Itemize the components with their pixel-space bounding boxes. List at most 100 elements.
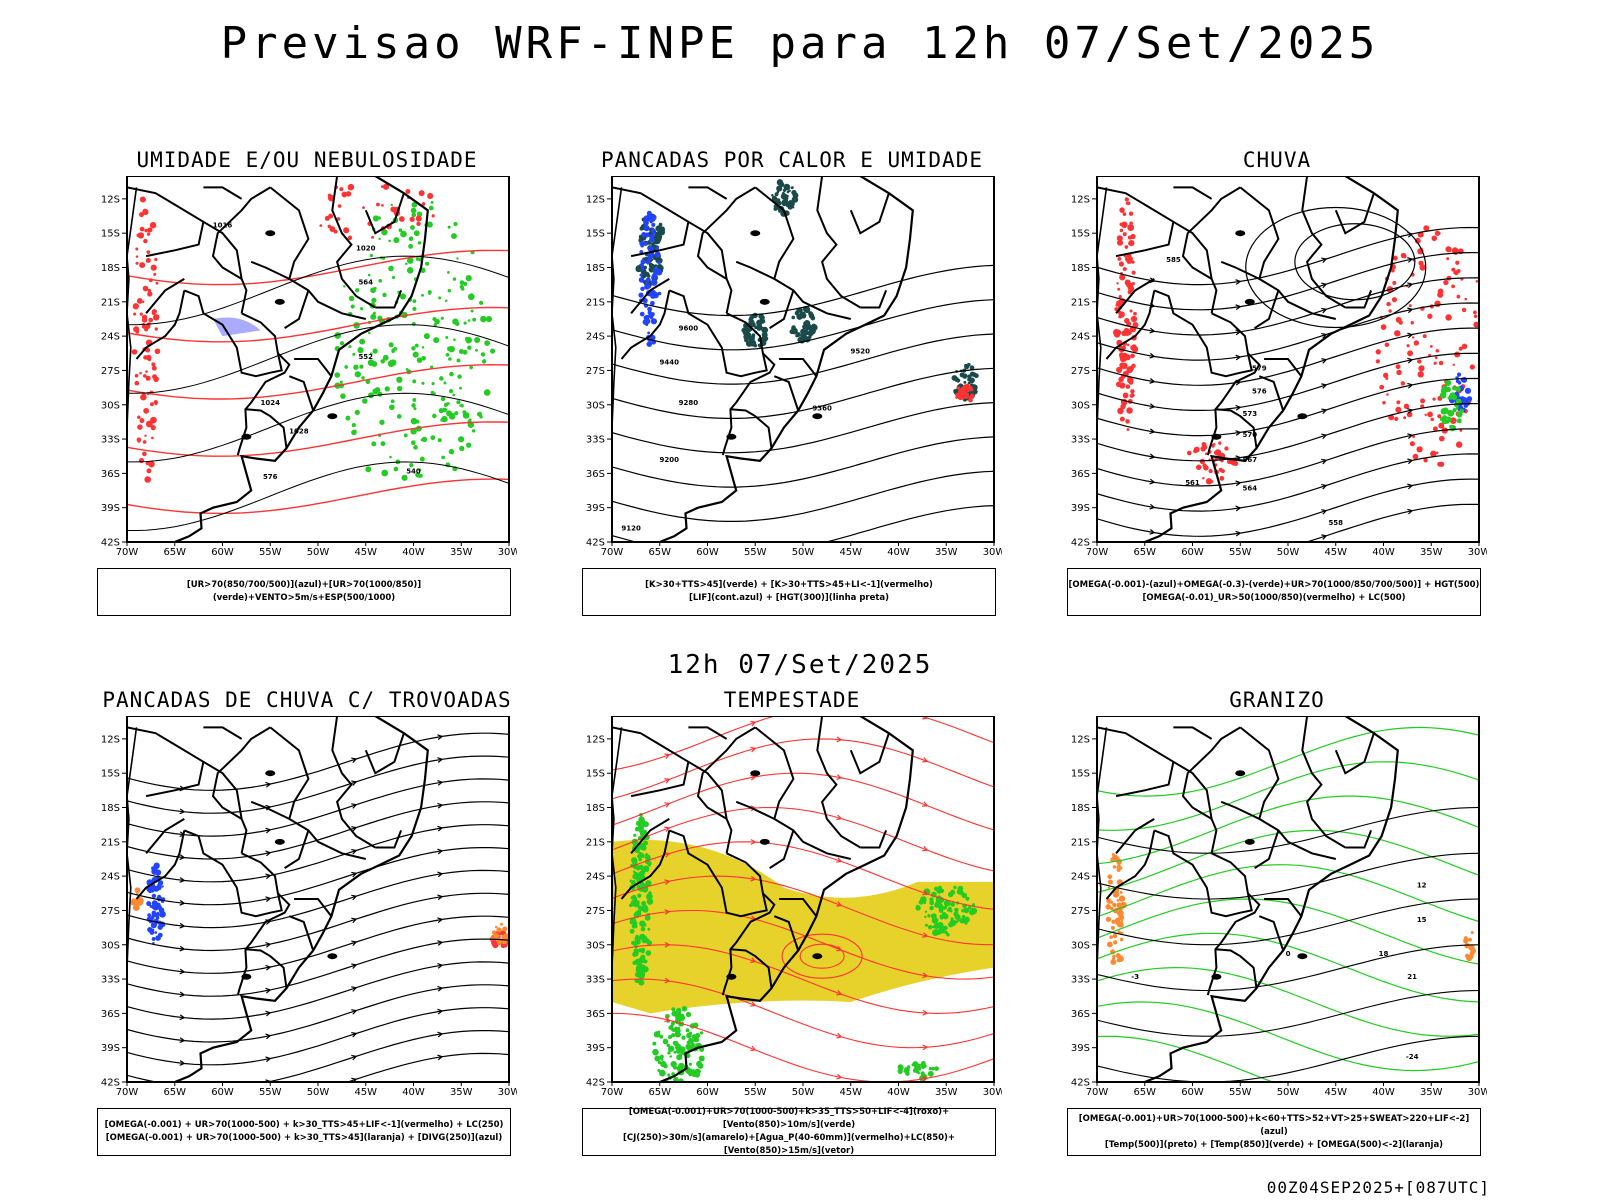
map-layer (127, 716, 509, 1082)
contour-label: 558 (1328, 519, 1343, 527)
lat-tick-label: 18S (101, 263, 120, 274)
lat-tick-label: 15S (586, 229, 605, 240)
panel-trovoadas: PANCADAS DE CHUVA C/ TROVOADAS 12S 15S 18S… (97, 688, 517, 1158)
lat-tick-label: 15S (101, 769, 120, 780)
panel-legend: [OMEGA(-0.001) + UR>70(1000-500) + k>30_… (97, 1108, 511, 1156)
contour-label: 12 (1417, 882, 1427, 890)
map-layer: 12 15 18 21 -24 -3 0 (1097, 716, 1479, 1082)
lon-tick-label: 65W (648, 547, 671, 558)
lon-tick-label: 35W (450, 1087, 473, 1098)
legend-line: [OMEGA(-0.001)+UR>70(1000-500)+k<60+TTS>… (1078, 1113, 1470, 1137)
lon-tick-label: 50W (1277, 547, 1300, 558)
lat-tick-label: 15S (1071, 229, 1090, 240)
lon-tick-label: 70W (1086, 547, 1109, 558)
lat-tick-label: 24S (101, 332, 120, 343)
lat-tick-label: 27S (586, 906, 605, 917)
lon-tick-label: 30W (498, 547, 517, 558)
lon-tick-label: 45W (1324, 547, 1347, 558)
lon-tick-label: 30W (983, 1087, 1002, 1098)
lon-tick-label: 60W (696, 547, 719, 558)
lat-tick-label: 24S (101, 872, 120, 883)
lon-tick-label: 70W (1086, 1087, 1109, 1098)
lat-tick-label: 24S (1071, 332, 1090, 343)
lon-tick-label: 35W (1420, 1087, 1443, 1098)
lat-tick-label: 30S (1071, 940, 1090, 951)
main-title: Previsao WRF-INPE para 12h 07/Set/2025 (220, 18, 1380, 69)
contour-label: 9520 (851, 347, 871, 355)
lon-tick-label: 55W (744, 1087, 767, 1098)
lat-tick-label: 18S (1071, 803, 1090, 814)
map-layer: 9600 9520 9440 9360 9280 9200 9120 (612, 176, 994, 542)
panel-legend: [OMEGA(-0.001)+UR>70(1000-500)+k<60+TTS>… (1067, 1108, 1481, 1156)
lon-tick-label: 40W (887, 547, 910, 558)
map-chuva: 585 579 576 573 570 567 564 561 558 12S 15S 18S 21S 2… (1071, 176, 1487, 558)
lat-tick-label: 12S (586, 194, 605, 205)
lat-tick-label: 36S (101, 1009, 120, 1020)
lat-tick-label: 36S (1071, 469, 1090, 480)
legend-line: [Temp(500)](preto) + [Temp(850)](verde) … (1104, 1139, 1444, 1150)
lon-tick-label: 45W (1324, 1087, 1347, 1098)
contour-label: 570 (1242, 431, 1257, 439)
lon-tick-label: 65W (648, 1087, 671, 1098)
lat-tick-label: 12S (101, 734, 120, 745)
lat-tick-label: 24S (586, 332, 605, 343)
lon-tick-label: 65W (163, 547, 186, 558)
legend-line: [UR>70(850/700/500)](azul)+[UR>70(1000/8… (186, 580, 422, 603)
lat-tick-label: 30S (101, 400, 120, 411)
lon-tick-label: 40W (402, 547, 425, 558)
panel-pancadas-calor: PANCADAS POR CALOR E UMIDADE 9600 9520 944… (582, 148, 1002, 618)
lat-tick-label: 21S (1071, 297, 1090, 308)
lon-tick-label: 45W (839, 1087, 862, 1098)
lat-tick-label: 33S (586, 435, 605, 446)
lon-tick-label: 40W (1372, 547, 1395, 558)
lon-tick-label: 50W (1277, 1087, 1300, 1098)
contour-label: 552 (358, 353, 373, 361)
lon-tick-label: 50W (307, 547, 330, 558)
lat-tick-label: 30S (1071, 400, 1090, 411)
map-layer (612, 716, 994, 1082)
contour-label: 564 (1242, 485, 1257, 493)
lon-tick-label: 40W (1372, 1087, 1395, 1098)
lat-tick-label: 36S (586, 469, 605, 480)
lat-tick-label: 39S (586, 503, 605, 514)
contour-label: 9360 (812, 404, 832, 412)
legend-line: [CJ(250)>30m/s](amarelo)+[Agua_P(40-60mm… (622, 1133, 956, 1156)
contour-label: -3 (1131, 973, 1139, 981)
lon-tick-label: 55W (259, 547, 282, 558)
lat-tick-label: 33S (1071, 975, 1090, 986)
lon-tick-label: 50W (792, 547, 815, 558)
lat-tick-label: 27S (1071, 906, 1090, 917)
lon-tick-label: 45W (354, 1087, 377, 1098)
lat-tick-label: 27S (1071, 366, 1090, 377)
lon-tick-label: 45W (354, 547, 377, 558)
run-timestamp: 00Z04SEP2025+[087UTC] (1266, 1178, 1490, 1197)
lat-tick-label: 33S (586, 975, 605, 986)
contour-label: 21 (1407, 973, 1417, 981)
lat-tick-label: 42S (586, 1078, 605, 1089)
lon-tick-label: 40W (887, 1087, 910, 1098)
lat-tick-label: 36S (1071, 1009, 1090, 1020)
lon-tick-label: 35W (450, 547, 473, 558)
lon-tick-label: 45W (839, 547, 862, 558)
lat-tick-label: 30S (586, 940, 605, 951)
lat-tick-label: 39S (1071, 503, 1090, 514)
contour-label: 1020 (356, 244, 376, 252)
lat-tick-label: 42S (101, 538, 120, 549)
map-layer: 585 579 576 573 570 567 564 561 558 (1097, 176, 1479, 542)
lat-tick-label: 36S (101, 469, 120, 480)
lon-tick-label: 70W (116, 1087, 139, 1098)
map-pancadas-calor: 9600 9520 9440 9360 9280 9200 9120 12S 15S 18S 21S… (586, 176, 1002, 558)
lon-tick-label: 35W (935, 547, 958, 558)
lat-tick-label: 15S (101, 229, 120, 240)
lat-tick-label: 42S (1071, 538, 1090, 549)
lon-tick-label: 60W (696, 1087, 719, 1098)
legend-line: [OMEGA(-0.001) + UR>70(1000-500) + k>30_… (104, 1120, 504, 1130)
lat-tick-label: 12S (1071, 734, 1090, 745)
lat-tick-label: 30S (101, 940, 120, 951)
lat-tick-label: 18S (1071, 263, 1090, 274)
